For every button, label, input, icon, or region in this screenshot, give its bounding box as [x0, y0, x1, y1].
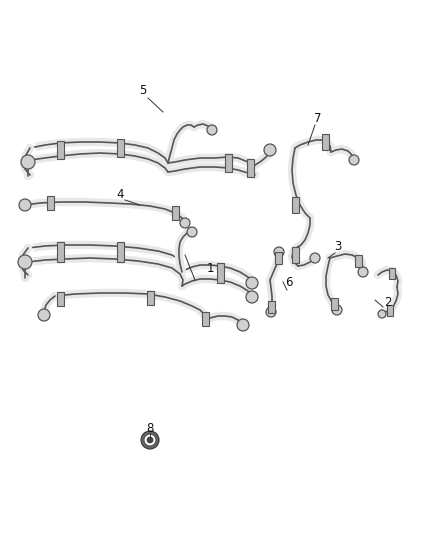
Circle shape: [207, 125, 217, 135]
Bar: [117, 242, 124, 262]
Bar: [292, 247, 299, 263]
Bar: [292, 197, 299, 213]
Circle shape: [310, 253, 320, 263]
Circle shape: [358, 267, 368, 277]
Bar: [172, 206, 179, 220]
Circle shape: [266, 307, 276, 317]
Bar: [117, 139, 124, 157]
Circle shape: [246, 277, 258, 289]
Bar: [46, 196, 53, 210]
Circle shape: [18, 255, 32, 269]
Circle shape: [19, 199, 31, 211]
Bar: [146, 291, 153, 305]
Bar: [387, 304, 393, 316]
Circle shape: [141, 431, 159, 449]
Circle shape: [144, 434, 156, 446]
Text: 8: 8: [146, 422, 154, 434]
Text: 4: 4: [116, 189, 124, 201]
Text: 5: 5: [139, 84, 147, 96]
Circle shape: [147, 437, 153, 443]
Circle shape: [274, 247, 284, 257]
Bar: [275, 252, 282, 264]
Bar: [57, 141, 64, 159]
Bar: [201, 312, 208, 326]
Bar: [225, 154, 232, 172]
Text: 7: 7: [314, 111, 322, 125]
Circle shape: [378, 310, 386, 318]
Bar: [321, 134, 328, 150]
Circle shape: [38, 309, 50, 321]
Bar: [354, 255, 361, 267]
Bar: [57, 292, 64, 306]
Circle shape: [264, 144, 276, 156]
Circle shape: [187, 227, 197, 237]
Text: 3: 3: [334, 240, 342, 254]
Text: 2: 2: [384, 295, 392, 309]
Bar: [389, 268, 395, 279]
Bar: [268, 301, 275, 313]
Bar: [216, 263, 223, 283]
Circle shape: [180, 218, 190, 228]
Bar: [57, 242, 64, 262]
Circle shape: [349, 155, 359, 165]
Circle shape: [237, 319, 249, 331]
Text: 6: 6: [285, 277, 293, 289]
Circle shape: [246, 291, 258, 303]
Bar: [247, 159, 254, 177]
Circle shape: [21, 155, 35, 169]
Circle shape: [332, 305, 342, 315]
Text: 1: 1: [206, 262, 214, 274]
Bar: [331, 298, 338, 310]
